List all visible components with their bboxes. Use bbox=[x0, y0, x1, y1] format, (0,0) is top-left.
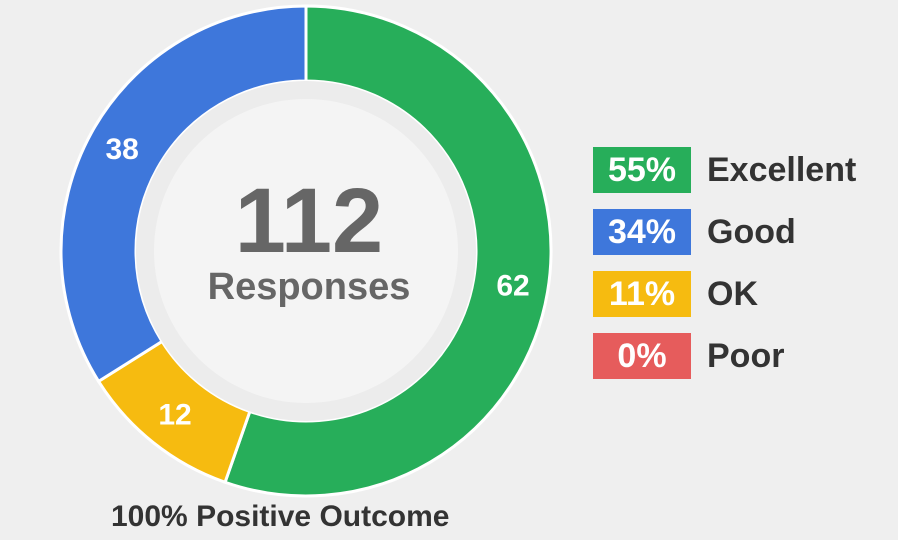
donut-hole bbox=[154, 99, 458, 403]
legend-label: Good bbox=[707, 213, 796, 251]
legend-label: OK bbox=[707, 275, 758, 313]
total-caption: Responses bbox=[208, 266, 411, 308]
legend-percent-badge: 0% bbox=[593, 333, 691, 379]
slice-value-label-good: 38 bbox=[106, 133, 139, 166]
legend-percent-badge: 11% bbox=[593, 271, 691, 317]
legend-percent-badge: 55% bbox=[593, 147, 691, 193]
legend-item-ok: 11% OK bbox=[593, 271, 883, 317]
total-count: 112 bbox=[235, 170, 383, 272]
slice-value-label-ok: 12 bbox=[158, 399, 191, 432]
legend-label: Poor bbox=[707, 337, 785, 375]
slice-value-label-excellent: 62 bbox=[496, 270, 529, 303]
legend-item-excellent: 55% Excellent bbox=[593, 147, 883, 193]
legend-percent-badge: 34% bbox=[593, 209, 691, 255]
legend-label: Excellent bbox=[707, 151, 857, 189]
legend-item-good: 34% Good bbox=[593, 209, 883, 255]
slice-labels: 62 12 38 bbox=[106, 133, 530, 432]
outcome-summary: 100% Positive Outcome bbox=[111, 500, 450, 533]
legend-item-poor: 0% Poor bbox=[593, 333, 883, 379]
legend: 55% Excellent 34% Good 11% OK 0% Poor bbox=[593, 147, 883, 395]
